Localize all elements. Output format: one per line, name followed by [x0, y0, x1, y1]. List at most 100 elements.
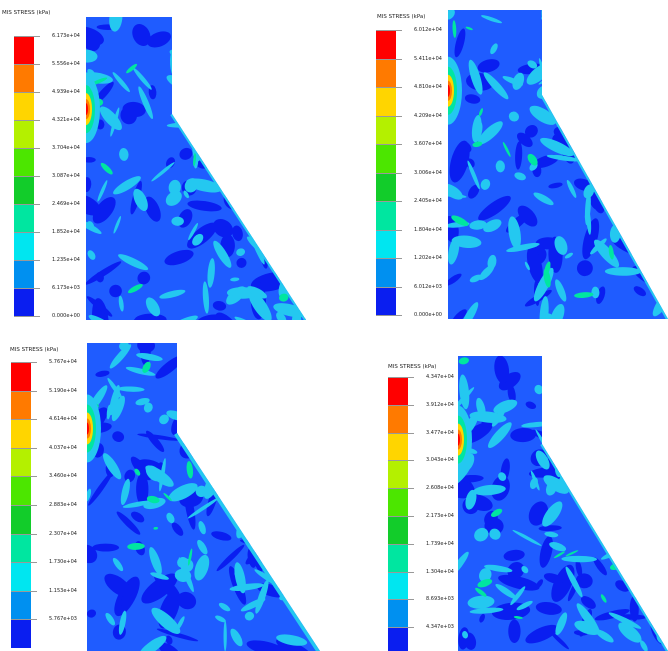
- stress-contour-blob: [626, 185, 633, 200]
- sloped-face-band: [174, 431, 320, 651]
- stress-contour-blob: [598, 461, 614, 482]
- stress-contour-blob: [213, 240, 232, 268]
- stress-contour-blob: [87, 422, 89, 435]
- legend-color-band: [376, 229, 396, 258]
- stress-contour-blob: [263, 209, 280, 224]
- stress-contour-blob: [580, 421, 597, 449]
- stress-contour-blob: [244, 486, 267, 511]
- stress-contour-blob: [280, 109, 292, 117]
- stress-contour-blob: [595, 395, 605, 401]
- legend-value-label: 5.767e+04: [49, 359, 77, 365]
- stress-contour-blob: [247, 399, 255, 408]
- legend-color-band: [11, 533, 31, 563]
- stress-contour-blob: [591, 440, 620, 465]
- stress-contour-blob: [535, 579, 544, 589]
- stress-contour-blob: [88, 471, 113, 506]
- stress-contour-blob: [653, 21, 668, 31]
- legend-color-band: [11, 419, 31, 448]
- stress-contour-blob: [483, 72, 509, 100]
- stress-contour-blob: [621, 155, 631, 187]
- stress-contour-blob: [234, 182, 247, 210]
- stress-contour-blob: [87, 394, 101, 463]
- stress-contour-blob: [540, 137, 575, 157]
- stress-contour-blob: [92, 196, 116, 224]
- stress-contour-blob: [246, 640, 287, 651]
- legend-tick: [14, 204, 40, 205]
- stress-contour-blob: [645, 147, 668, 175]
- stress-contour-blob: [478, 108, 483, 117]
- stress-contour-blob: [627, 506, 646, 548]
- stress-contour-blob: [628, 544, 658, 566]
- legend-color-band: [14, 92, 34, 120]
- stress-contour-blob: [185, 399, 201, 415]
- stress-contour-blob: [104, 573, 132, 598]
- stress-contour-blob: [178, 557, 194, 593]
- stress-contour-blob: [599, 153, 610, 187]
- stress-contour-blob: [544, 531, 559, 538]
- stress-contour-blob: [181, 66, 198, 82]
- stress-contour-blob: [632, 444, 643, 461]
- stress-contour-blob: [276, 117, 310, 133]
- stress-contour-blob: [193, 87, 211, 109]
- stress-contour-blob: [639, 376, 662, 384]
- stress-contour-blob: [290, 417, 300, 426]
- stress-contour-blob: [575, 573, 593, 589]
- stress-contour-blob: [86, 177, 92, 193]
- stress-contour-blob: [507, 561, 525, 579]
- legend-value-label: 3.006e+04: [414, 169, 442, 176]
- stress-contour-blob: [621, 135, 638, 153]
- legend-value-label: 2.173e+04: [426, 513, 454, 519]
- stress-contour-blob: [120, 478, 130, 506]
- legend-tick: [376, 201, 402, 202]
- stress-contour-blob: [211, 531, 232, 541]
- stress-contour-blob: [545, 481, 557, 496]
- stress-contour-blob: [451, 309, 467, 319]
- legend-value-label: 4.614e+04: [49, 416, 77, 423]
- legend-value-label: 1.804e+04: [414, 226, 442, 233]
- stress-contour-blob: [477, 121, 503, 145]
- stress-contour-blob: [565, 550, 579, 557]
- stress-contour-blob: [574, 19, 584, 32]
- stress-contour-blob: [189, 350, 214, 368]
- legend-tick: [14, 260, 40, 261]
- stress-contour-blob: [575, 453, 590, 483]
- stress-contour-blob: [458, 387, 475, 412]
- stress-contour-blob: [514, 172, 526, 181]
- stress-contour-blob: [265, 117, 288, 132]
- stress-contour-blob: [512, 529, 542, 546]
- stress-contour-blob: [112, 72, 130, 93]
- stress-contour-blob: [244, 611, 255, 621]
- stress-contour-blob: [649, 396, 658, 406]
- stress-contour-blob: [644, 423, 648, 428]
- stress-contour-blob: [190, 422, 217, 448]
- stress-contour-blob: [113, 216, 122, 234]
- stress-contour-blob: [469, 274, 482, 283]
- stress-contour-blob: [86, 194, 101, 216]
- stress-contour-blob: [284, 375, 297, 404]
- legend-tick: [376, 286, 402, 288]
- stress-contour-blob: [458, 405, 472, 474]
- stress-contour-blob: [644, 414, 668, 432]
- legend-value-label: 6.012e+04: [414, 27, 442, 33]
- stress-contour-blob: [458, 429, 462, 450]
- stress-contour-blob: [570, 74, 579, 84]
- stress-contour-blob: [233, 17, 243, 28]
- stress-contour-blob: [100, 162, 113, 175]
- stress-contour-blob: [247, 432, 274, 458]
- stress-contour-blob: [264, 17, 293, 28]
- stress-contour-blob: [278, 293, 289, 302]
- legend-value-label: 1.730e+04: [49, 559, 77, 566]
- legend-tick: [14, 120, 40, 121]
- stress-contour-blob: [448, 56, 462, 125]
- stress-contour-blob: [136, 472, 149, 506]
- stress-contour-blob: [546, 457, 562, 486]
- stress-contour-blob: [86, 296, 113, 317]
- legend-value-label: 1.202e+04: [414, 255, 442, 261]
- stress-contour-blob: [454, 28, 466, 58]
- legend-value-label: 4.037e+04: [49, 444, 77, 451]
- stress-contour-blob: [527, 153, 538, 166]
- stress-contour-blob: [616, 517, 648, 550]
- stress-contour-blob: [142, 361, 151, 373]
- legend-tick: [376, 229, 402, 231]
- stress-contour-blob: [648, 600, 664, 615]
